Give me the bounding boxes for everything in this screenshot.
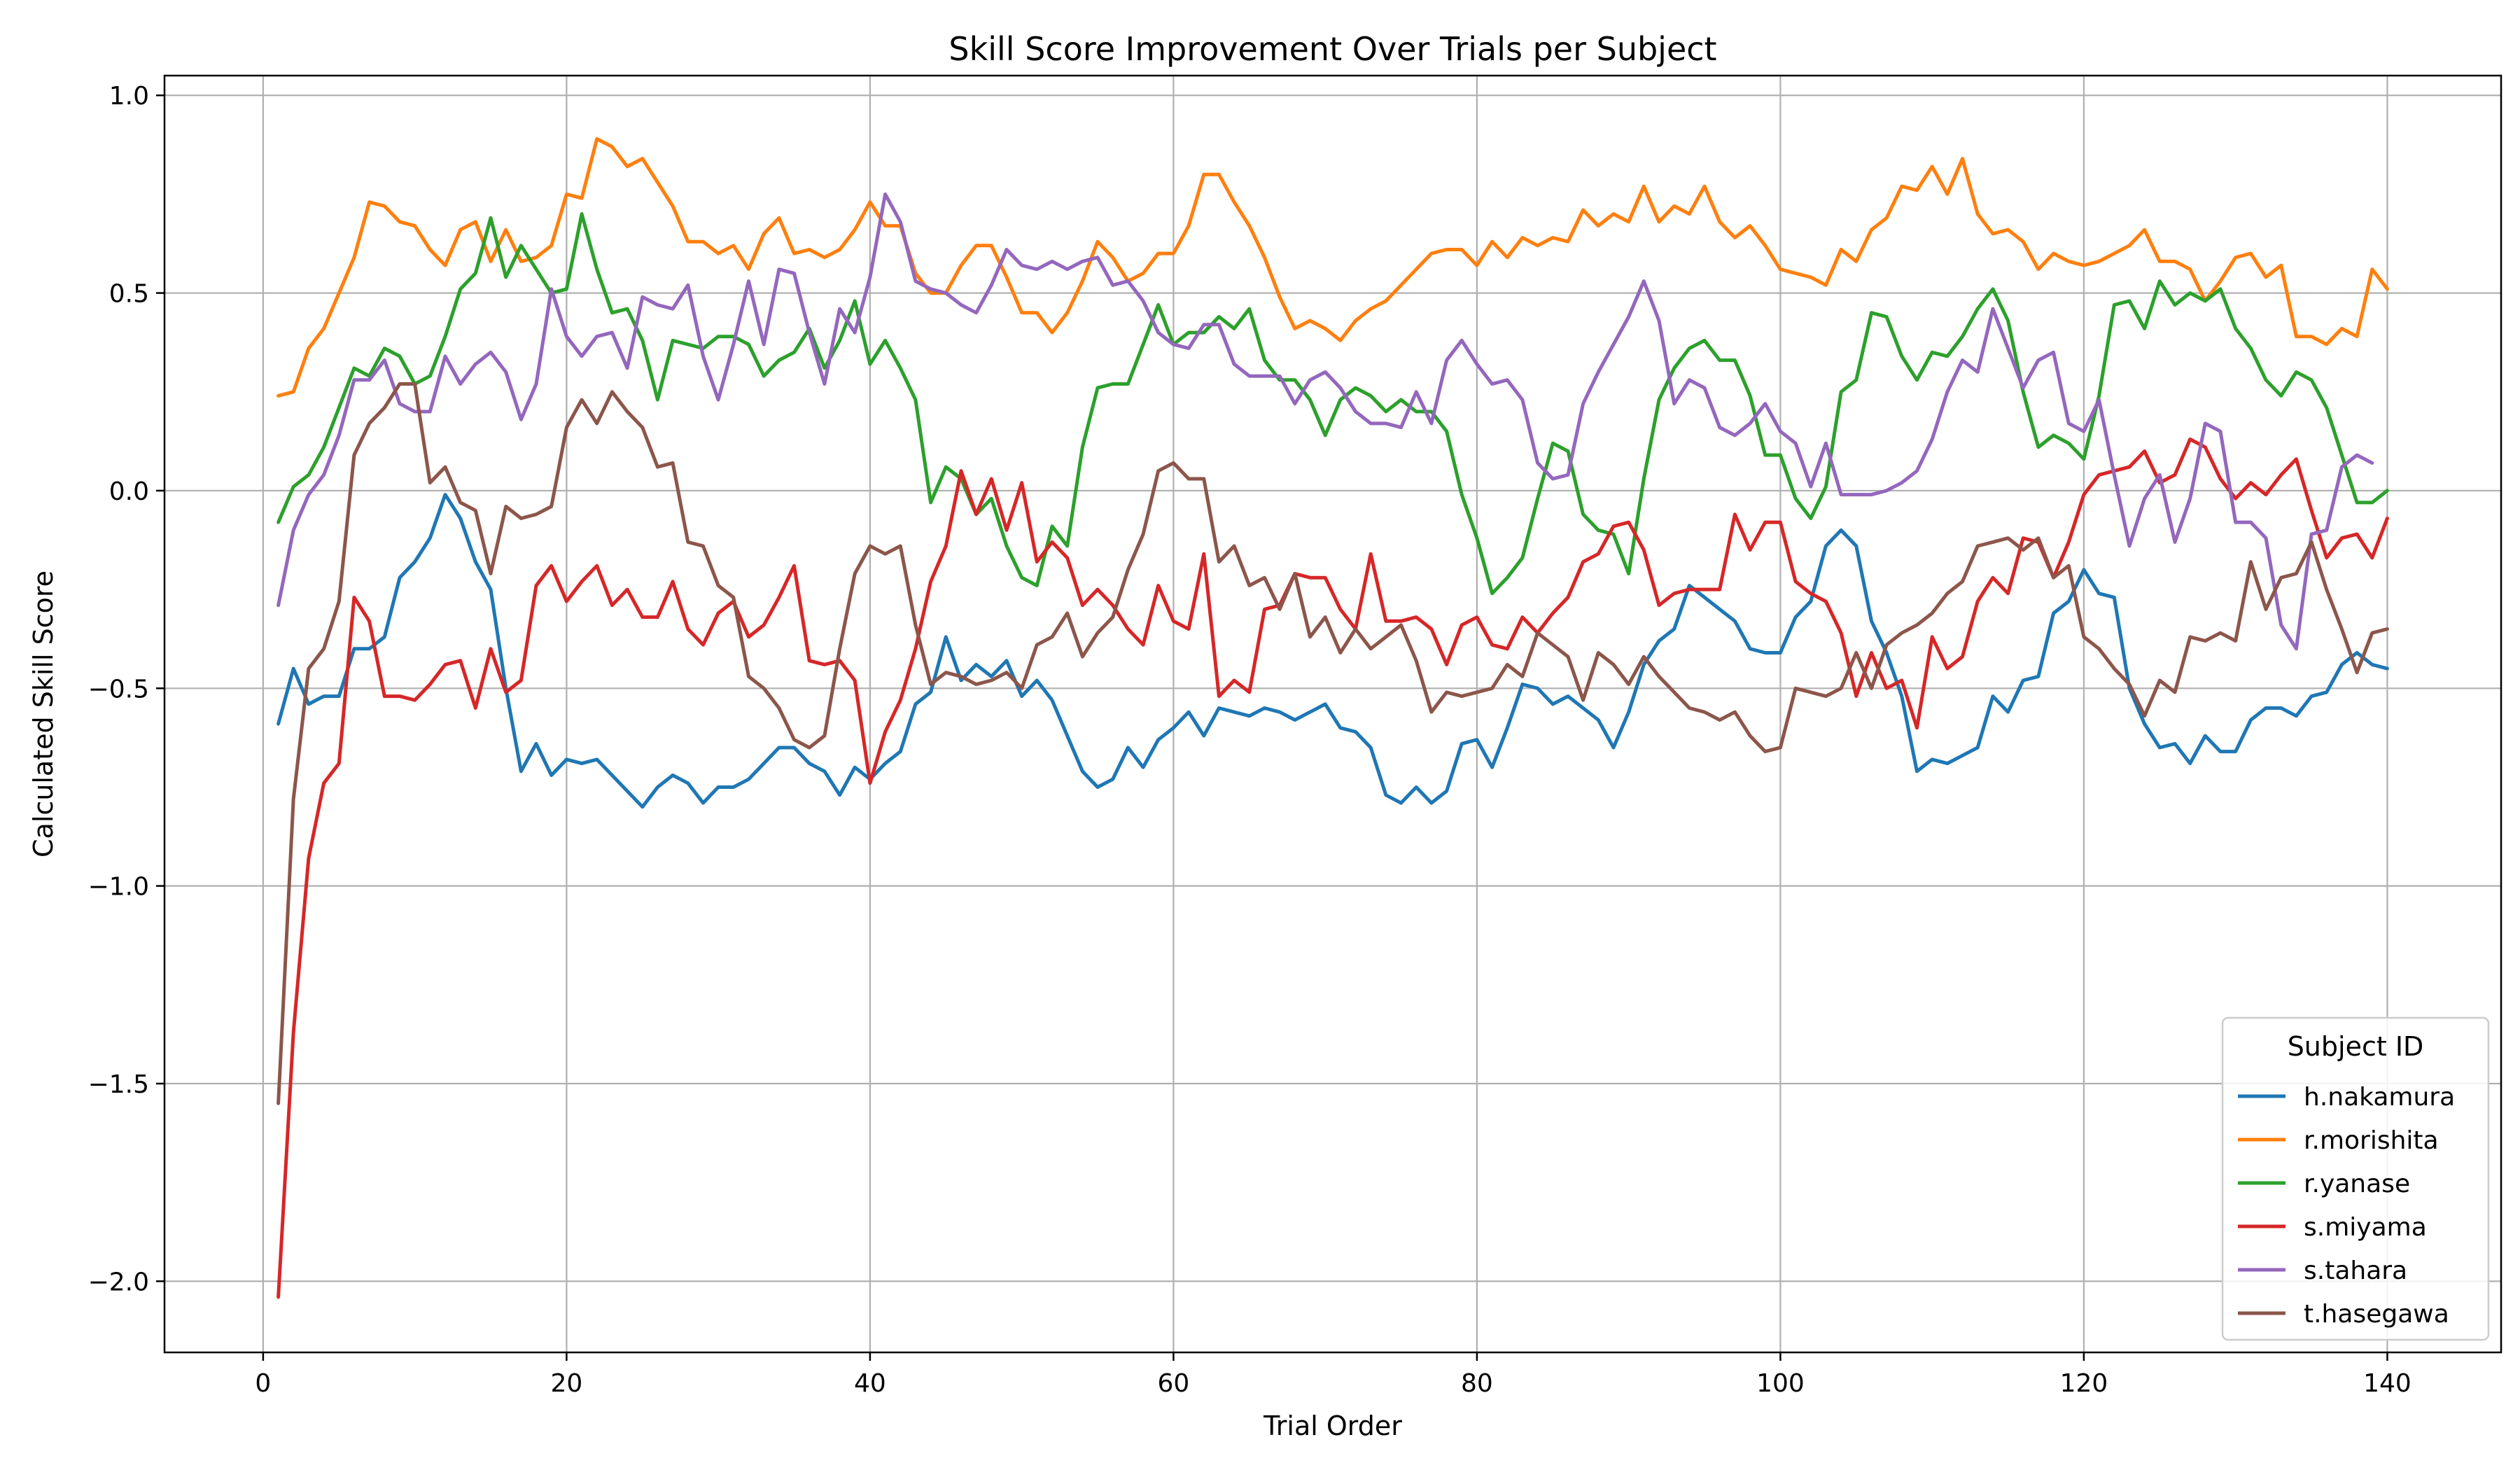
y-tick-label: −1.5: [88, 1070, 149, 1099]
y-tick-label: 0.5: [109, 280, 149, 309]
x-tick-label: 120: [2060, 1369, 2108, 1398]
y-axis-label: Calculated Skill Score: [28, 570, 59, 858]
y-tick-label: −2.0: [88, 1268, 149, 1296]
legend-label: t.hasegawa: [2304, 1300, 2449, 1329]
plot-area: [164, 76, 2501, 1352]
x-tick-label: 100: [1756, 1369, 1805, 1398]
legend-label: s.miyama: [2304, 1213, 2427, 1242]
chart-title: Skill Score Improvement Over Trials per …: [948, 30, 1716, 68]
x-axis-label: Trial Order: [1263, 1410, 1402, 1441]
y-tick-label: −0.5: [88, 675, 149, 704]
x-tick-label: 0: [255, 1369, 271, 1398]
y-tick-label: 1.0: [109, 82, 149, 111]
legend-label: h.nakamura: [2304, 1083, 2455, 1112]
x-tick-label: 40: [854, 1369, 886, 1398]
legend-title: Subject ID: [2288, 1031, 2424, 1062]
x-tick-label: 60: [1158, 1369, 1190, 1398]
x-tick-label: 80: [1461, 1369, 1493, 1398]
legend-label: s.tahara: [2304, 1256, 2407, 1285]
legend: Subject ID h.nakamura r.morishita r.yanase…: [2222, 1018, 2488, 1340]
legend-label: r.yanase: [2304, 1170, 2410, 1198]
legend-label: r.morishita: [2304, 1126, 2439, 1155]
x-tick-label: 140: [2363, 1369, 2412, 1398]
x-tick-label: 20: [550, 1369, 582, 1398]
y-tick-label: 0.0: [109, 477, 149, 506]
y-tick-label: −1.0: [88, 873, 149, 902]
